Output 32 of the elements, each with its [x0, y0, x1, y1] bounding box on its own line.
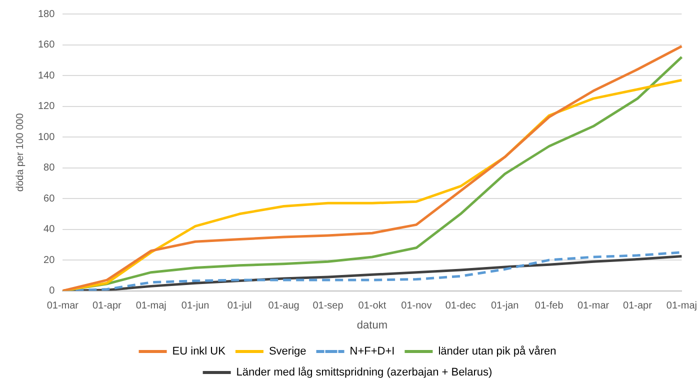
y-tick-label: 20: [44, 254, 56, 266]
y-tick-label: 40: [44, 224, 56, 236]
y-tick-label: 140: [38, 70, 56, 82]
x-tick-label: 01-maj: [666, 300, 698, 312]
y-tick-label: 0: [49, 286, 56, 297]
x-tick-label: 01-jan: [490, 300, 519, 312]
y-tick-label: 120: [38, 101, 56, 112]
x-tick-label: 01-apr: [92, 300, 122, 312]
x-tick-label: 01-sep: [312, 300, 344, 312]
x-tick-label: 01-maj: [136, 300, 166, 312]
legend-label: N+F+D+I: [350, 346, 395, 358]
x-axis-title: datum: [356, 319, 388, 332]
x-tick-label: 01-feb: [534, 300, 564, 312]
x-tick-label: 01-nov: [401, 300, 432, 312]
y-tick-label: 160: [38, 40, 56, 51]
legend-label: Länder med låg smittspridning (azerbajan + Belarus): [236, 366, 492, 379]
y-tick-label: 100: [38, 132, 56, 143]
x-tick-label: 01-aug: [268, 300, 300, 312]
x-tick-label: 01-mar: [46, 300, 80, 312]
y-tick-label: 180: [38, 8, 56, 20]
x-tick-label: 01-jul: [227, 300, 252, 312]
x-tick-label: 01-apr: [623, 300, 653, 312]
legend-label: EU inkl UK: [172, 346, 226, 358]
x-tick-label: 01-jun: [181, 300, 210, 312]
y-axis-title: döda per 100 000: [14, 112, 26, 192]
x-tick-label: 01-mar: [577, 300, 610, 312]
x-tick-label: 01-okt: [358, 300, 386, 312]
y-tick-label: 60: [44, 193, 56, 204]
legend-label: länder utan pik på våren: [438, 346, 556, 358]
legend-label: Sverige: [268, 346, 306, 358]
x-tick-label: 01-dec: [445, 300, 476, 312]
y-tick-label: 80: [44, 162, 56, 174]
